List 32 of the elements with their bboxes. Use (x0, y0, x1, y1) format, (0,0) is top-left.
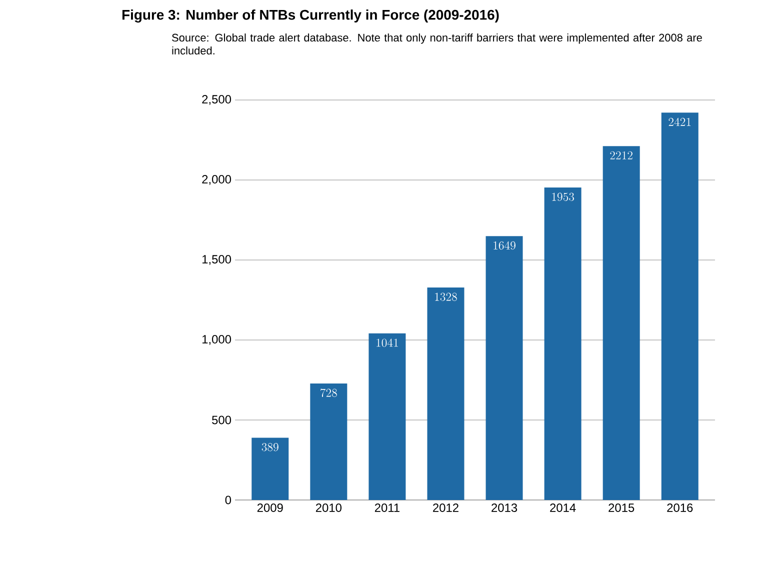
data-label: 728 (320, 388, 337, 397)
data-label: 2212 (610, 151, 632, 160)
y-tick-label: 0 (225, 496, 232, 504)
x-tick-label: 2012 (433, 504, 458, 512)
data-label: 2421 (668, 118, 691, 126)
y-tick-label: 1,000 (202, 335, 232, 345)
bar (310, 384, 348, 500)
bar (486, 236, 523, 500)
x-tick-label: 2014 (550, 504, 576, 512)
data-label: 1328 (435, 292, 457, 301)
bar (602, 146, 640, 500)
y-tick-label: 1,500 (202, 255, 232, 265)
x-tick-label: 2016 (667, 504, 693, 512)
bar (544, 188, 582, 500)
bar (252, 438, 289, 500)
bar (368, 333, 406, 500)
y-tick-label: 500 (212, 416, 232, 424)
bar (427, 288, 464, 500)
data-label: 389 (262, 443, 278, 452)
bar (661, 112, 698, 500)
data-label: 1649 (494, 241, 516, 250)
y-tick-label: 2,000 (202, 175, 232, 185)
data-label: 1953 (552, 192, 574, 201)
x-tick-label: 2013 (492, 504, 518, 512)
source-note: Source: Global trade alert database. Note that only non-tariff barriers that were implemented after 2008 are included. (172, 34, 702, 55)
y-tick-label: 2,500 (202, 95, 232, 105)
x-tick-label: 2015 (608, 504, 634, 512)
chart-title: Figure 3: Number of NTBs Currently in Force (2009-2016) (122, 10, 499, 23)
x-tick-label: 2010 (316, 504, 342, 512)
x-tick-label: 2011 (374, 504, 400, 512)
x-tick-label: 2009 (257, 504, 283, 512)
data-label: 1041 (376, 338, 398, 347)
